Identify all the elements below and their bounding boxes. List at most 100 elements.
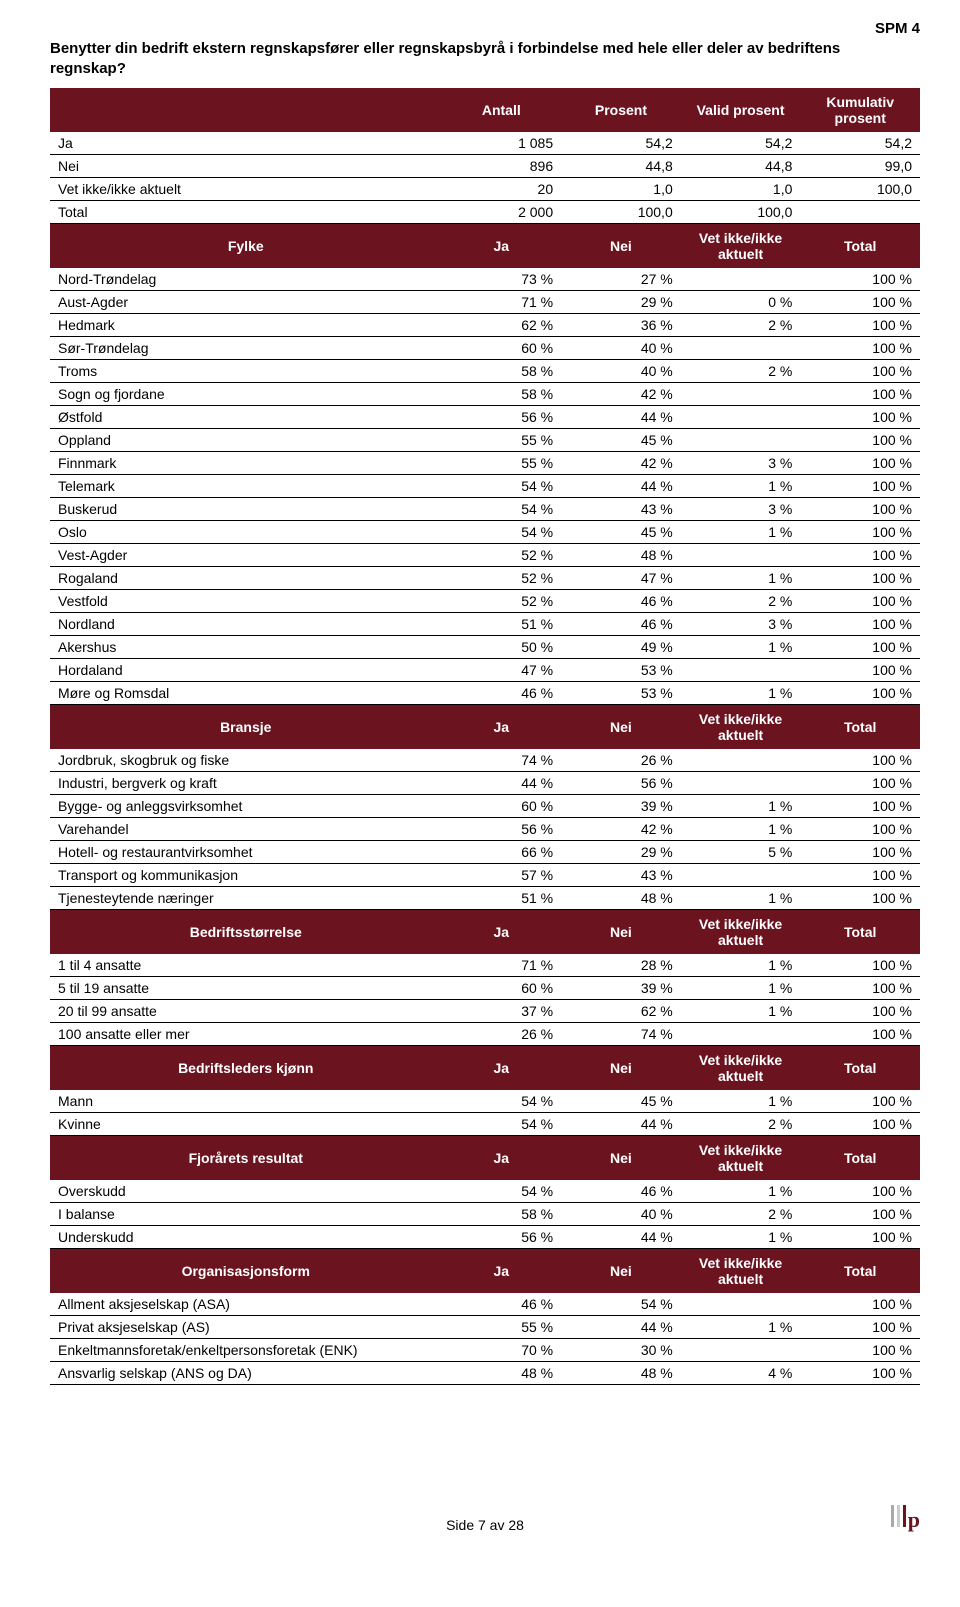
table-row: Transport og kommunikasjon57 %43 %100 %: [50, 863, 920, 886]
cell-value: 45 %: [561, 428, 681, 451]
table-row: 1 til 4 ansatte71 %28 %1 %100 %: [50, 954, 920, 977]
cell-value: 54,2: [681, 132, 801, 155]
cell-value: 20: [442, 177, 562, 200]
cell-value: 30 %: [561, 1338, 681, 1361]
cell-value: 1 085: [442, 132, 562, 155]
table-row: Hordaland47 %53 %100 %: [50, 658, 920, 681]
table-row: Vet ikke/ikke aktuelt201,01,0100,0: [50, 177, 920, 200]
cell-value: [681, 658, 801, 681]
row-label: Bygge- og anleggsvirksomhet: [50, 794, 442, 817]
cell-value: 29 %: [561, 290, 681, 313]
cell-value: 100 %: [800, 817, 920, 840]
section-header-row: BransjeJaNeiVet ikke/ikkeaktueltTotal: [50, 704, 920, 749]
cell-value: 29 %: [561, 840, 681, 863]
table-row: Underskudd56 %44 %1 %100 %: [50, 1225, 920, 1248]
cell-value: 27 %: [561, 268, 681, 291]
table-row: Ja1 08554,254,254,2: [50, 132, 920, 155]
cell-value: 54,2: [561, 132, 681, 155]
cell-value: 39 %: [561, 794, 681, 817]
row-label: Industri, bergverk og kraft: [50, 771, 442, 794]
cell-value: 46 %: [442, 1293, 562, 1316]
cell-value: [681, 268, 801, 291]
cell-value: 40 %: [561, 359, 681, 382]
cell-value: 46 %: [442, 681, 562, 704]
cell-value: 26 %: [561, 749, 681, 772]
cell-value: [800, 200, 920, 223]
cell-value: 44,8: [681, 154, 801, 177]
table-row: Aust-Agder71 %29 %0 %100 %: [50, 290, 920, 313]
cell-value: 54 %: [561, 1293, 681, 1316]
row-label: Oslo: [50, 520, 442, 543]
table-row: Hedmark62 %36 %2 %100 %: [50, 313, 920, 336]
cell-value: 48 %: [561, 1361, 681, 1384]
cell-value: 54 %: [442, 497, 562, 520]
cell-value: 44 %: [561, 1225, 681, 1248]
table-row: Østfold56 %44 %100 %: [50, 405, 920, 428]
column-header: Nei: [561, 909, 681, 954]
table-row: Total2 000100,0100,0: [50, 200, 920, 223]
table-row: Overskudd54 %46 %1 %100 %: [50, 1180, 920, 1203]
column-header: Total: [800, 1135, 920, 1180]
column-header: Nei: [561, 1045, 681, 1090]
logo: p: [880, 1505, 920, 1533]
table-row: Buskerud54 %43 %3 %100 %: [50, 497, 920, 520]
table-row: Jordbruk, skogbruk og fiske74 %26 %100 %: [50, 749, 920, 772]
cell-value: 100 %: [800, 771, 920, 794]
cell-value: 1,0: [561, 177, 681, 200]
column-header: Ja: [442, 1045, 562, 1090]
cell-value: 73 %: [442, 268, 562, 291]
cell-value: 53 %: [561, 658, 681, 681]
cell-value: 44 %: [561, 405, 681, 428]
cell-value: 100,0: [561, 200, 681, 223]
cell-value: 1 %: [681, 1225, 801, 1248]
cell-value: 1 %: [681, 817, 801, 840]
row-label: Ansvarlig selskap (ANS og DA): [50, 1361, 442, 1384]
cell-value: 100 %: [800, 1225, 920, 1248]
cell-value: 100 %: [800, 474, 920, 497]
column-header: Antall: [442, 88, 562, 132]
table-row: Enkeltmannsforetak/enkeltpersonsforetak …: [50, 1338, 920, 1361]
cell-value: 1,0: [681, 177, 801, 200]
cell-value: 45 %: [561, 1090, 681, 1113]
row-label: Kvinne: [50, 1112, 442, 1135]
cell-value: 1 %: [681, 999, 801, 1022]
table-row: Ansvarlig selskap (ANS og DA)48 %48 %4 %…: [50, 1361, 920, 1384]
table-row: Finnmark55 %42 %3 %100 %: [50, 451, 920, 474]
cell-value: 100 %: [800, 428, 920, 451]
row-label: Vet ikke/ikke aktuelt: [50, 177, 442, 200]
cell-value: [681, 1022, 801, 1045]
table-row: Sør-Trøndelag60 %40 %100 %: [50, 336, 920, 359]
column-header: Total: [800, 909, 920, 954]
cell-value: 100 %: [800, 999, 920, 1022]
row-label: Møre og Romsdal: [50, 681, 442, 704]
cell-value: 896: [442, 154, 562, 177]
cell-value: [681, 336, 801, 359]
table-row: Mann54 %45 %1 %100 %: [50, 1090, 920, 1113]
cell-value: 58 %: [442, 382, 562, 405]
section-title: Organisasjonsform: [50, 1248, 442, 1293]
cell-value: 100 %: [800, 1180, 920, 1203]
row-label: Underskudd: [50, 1225, 442, 1248]
cell-value: 1 %: [681, 976, 801, 999]
table-row: Rogaland52 %47 %1 %100 %: [50, 566, 920, 589]
cell-value: 100 %: [800, 954, 920, 977]
column-header: Ja: [442, 704, 562, 749]
cell-value: 58 %: [442, 359, 562, 382]
column-header: Ja: [442, 1248, 562, 1293]
cell-value: 100 %: [800, 886, 920, 909]
cell-value: 0 %: [681, 290, 801, 313]
cell-value: 52 %: [442, 589, 562, 612]
table-row: Akershus50 %49 %1 %100 %: [50, 635, 920, 658]
section-title: Fjorårets resultat: [50, 1135, 442, 1180]
section-title: Fylke: [50, 223, 442, 268]
cell-value: 100 %: [800, 1315, 920, 1338]
table-row: Vest-Agder52 %48 %100 %: [50, 543, 920, 566]
logo-bars-icon: [891, 1505, 906, 1527]
row-label: Mann: [50, 1090, 442, 1113]
cell-value: 100 %: [800, 840, 920, 863]
row-label: Nei: [50, 154, 442, 177]
row-label: Akershus: [50, 635, 442, 658]
table-row: Kvinne54 %44 %2 %100 %: [50, 1112, 920, 1135]
table-row: Hotell- og restaurantvirksomhet66 %29 %5…: [50, 840, 920, 863]
cell-value: 56 %: [442, 1225, 562, 1248]
